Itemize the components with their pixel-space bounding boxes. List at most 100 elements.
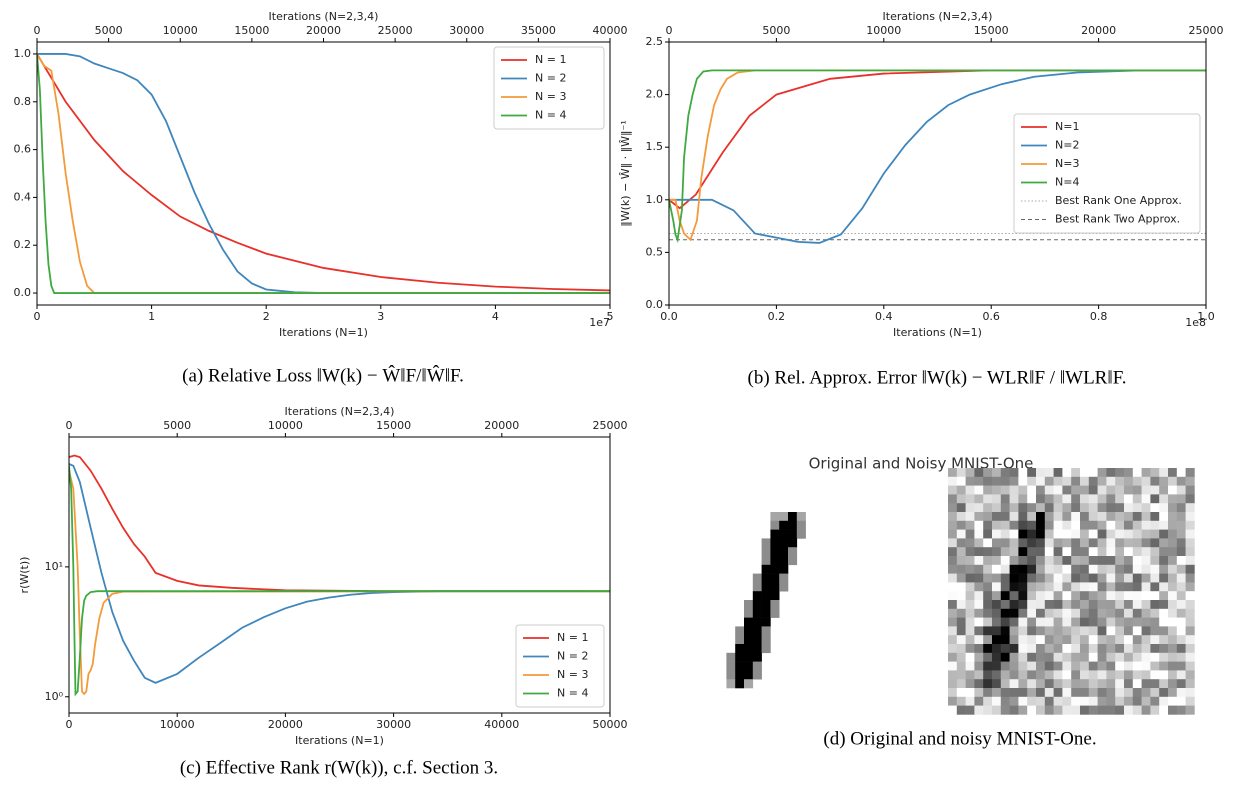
noisy-pixel	[1124, 485, 1134, 495]
noisy-pixel	[974, 600, 984, 610]
digit-pixel	[752, 670, 762, 680]
noisy-pixel	[1044, 468, 1054, 478]
noisy-pixel	[1106, 538, 1116, 548]
noisy-pixel	[1132, 626, 1142, 636]
noisy-pixel	[948, 626, 958, 636]
noisy-pixel	[1053, 547, 1063, 557]
x2-tick-label: 30000	[449, 24, 484, 37]
noisy-pixel	[948, 600, 958, 610]
noisy-pixel	[1150, 503, 1160, 513]
noisy-pixel	[1168, 652, 1178, 662]
noisy-pixel	[974, 644, 984, 654]
digit-pixel	[761, 635, 771, 645]
x2-tick-label: 5000	[163, 419, 191, 432]
x-axis-label: Iterations (N=1)	[893, 326, 982, 339]
digit-pixel	[752, 617, 762, 627]
noisy-pixel	[948, 635, 958, 645]
noisy-pixel	[1027, 512, 1037, 522]
noisy-pixel	[956, 705, 966, 715]
noisy-pixel	[1106, 573, 1116, 583]
noisy-pixel	[1097, 476, 1107, 486]
noisy-pixel	[1124, 556, 1134, 566]
noisy-pixel	[1141, 494, 1151, 504]
noisy-pixel	[1159, 644, 1169, 654]
noisy-pixel	[1168, 503, 1178, 513]
noisy-pixel	[974, 520, 984, 530]
noisy-pixel	[1141, 582, 1151, 592]
noisy-pixel	[1106, 512, 1116, 522]
digit-pixel	[796, 529, 806, 539]
x-tick-label: 0.6	[982, 310, 1000, 323]
caption: (c) Effective Rank r(W(k)), c.f. Section…	[180, 757, 498, 778]
noisy-pixel	[948, 617, 958, 627]
noisy-pixel	[1124, 573, 1134, 583]
noisy-pixel	[992, 661, 1002, 671]
x2-tick-label: 20000	[1081, 24, 1116, 37]
noisy-pixel	[1132, 644, 1142, 654]
noisy-pixel	[1053, 617, 1063, 627]
noisy-pixel	[1141, 617, 1151, 627]
noisy-pixel	[1141, 476, 1151, 486]
noisy-pixel	[1168, 679, 1178, 689]
noisy-pixel	[1159, 608, 1169, 618]
noisy-pixel	[1018, 564, 1028, 574]
noisy-pixel	[1185, 608, 1195, 618]
noisy-pixel	[1053, 635, 1063, 645]
noisy-pixel	[1009, 529, 1019, 539]
digit-pixel	[788, 538, 798, 548]
noisy-pixel	[1062, 564, 1072, 574]
noisy-pixel	[983, 608, 993, 618]
noisy-pixel	[1009, 635, 1019, 645]
noisy-pixel	[1106, 608, 1116, 618]
noisy-pixel	[992, 679, 1002, 689]
noisy-pixel	[1141, 503, 1151, 513]
noisy-pixel	[965, 608, 975, 618]
digit-pixel	[770, 564, 780, 574]
noisy-pixel	[965, 520, 975, 530]
noisy-pixel	[1053, 652, 1063, 662]
noisy-pixel	[1062, 679, 1072, 689]
noisy-pixel	[1027, 582, 1037, 592]
noisy-pixel	[965, 670, 975, 680]
mnist-caption: (d) Original and noisy MNIST-One.	[823, 728, 1096, 749]
digit-pixel	[770, 529, 780, 539]
noisy-pixel	[1027, 468, 1037, 478]
noisy-pixel	[1080, 644, 1090, 654]
noisy-pixel	[1150, 485, 1160, 495]
noisy-pixel	[1115, 512, 1125, 522]
noisy-pixel	[1115, 608, 1125, 618]
noisy-pixel	[1141, 608, 1151, 618]
noisy-pixel	[1044, 661, 1054, 671]
digit-pixel	[752, 591, 762, 601]
series-line	[37, 53, 610, 294]
series-line	[37, 53, 610, 294]
noisy-pixel	[1115, 468, 1125, 478]
noisy-pixel	[974, 573, 984, 583]
x2-tick-label: 0	[666, 24, 673, 37]
noisy-pixel	[1027, 494, 1037, 504]
noisy-pixel	[974, 556, 984, 566]
noisy-pixel	[1132, 670, 1142, 680]
noisy-pixel	[1071, 538, 1081, 548]
noisy-pixel	[956, 512, 966, 522]
noisy-pixel	[1115, 582, 1125, 592]
noisy-pixel	[965, 635, 975, 645]
x-tick-label: 0.2	[768, 310, 786, 323]
noisy-pixel	[1062, 670, 1072, 680]
noisy-pixel	[1009, 485, 1019, 495]
x2-tick-label: 25000	[1189, 24, 1224, 37]
noisy-pixel	[1115, 670, 1125, 680]
noisy-pixel	[1159, 547, 1169, 557]
noisy-pixel	[1097, 573, 1107, 583]
y-tick-label: 0.5	[646, 245, 664, 258]
noisy-pixel	[956, 626, 966, 636]
digit-pixel	[770, 600, 780, 610]
noisy-pixel	[1044, 670, 1054, 680]
noisy-pixel	[1053, 520, 1063, 530]
digit-pixel	[752, 582, 762, 592]
noisy-pixel	[948, 582, 958, 592]
noisy-pixel	[992, 705, 1002, 715]
noisy-pixel	[1080, 626, 1090, 636]
noisy-pixel	[1168, 670, 1178, 680]
x2-tick-label: 5000	[95, 24, 123, 37]
